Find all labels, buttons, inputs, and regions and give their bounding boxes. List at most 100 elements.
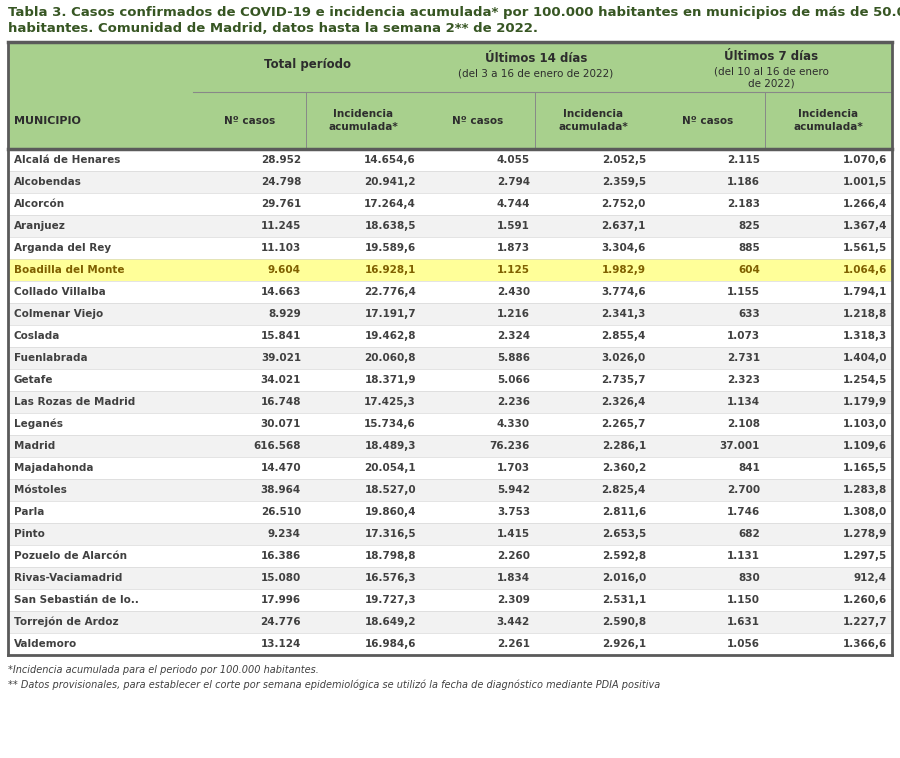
Text: Coslada: Coslada	[14, 331, 60, 341]
Text: 3.442: 3.442	[497, 617, 530, 627]
Text: 2.592,8: 2.592,8	[602, 551, 646, 561]
Text: 3.753: 3.753	[497, 507, 530, 517]
Text: Collado Villalba: Collado Villalba	[14, 287, 106, 297]
Text: 2.752,0: 2.752,0	[601, 199, 646, 209]
Text: 2.183: 2.183	[727, 199, 760, 209]
Text: 1.703: 1.703	[497, 463, 530, 473]
Text: 2.265,7: 2.265,7	[601, 419, 646, 429]
Text: Últimos 14 días: Últimos 14 días	[485, 52, 587, 65]
Text: 1.266,4: 1.266,4	[842, 199, 887, 209]
Text: 2.236: 2.236	[497, 397, 530, 407]
Text: Leganés: Leganés	[14, 418, 63, 429]
Text: 841: 841	[738, 463, 760, 473]
Text: Nº casos: Nº casos	[682, 115, 734, 126]
Text: 1.001,5: 1.001,5	[842, 177, 887, 187]
Text: Fuenlabrada: Fuenlabrada	[14, 353, 87, 363]
Text: 28.952: 28.952	[261, 155, 301, 165]
Text: 1.561,5: 1.561,5	[842, 243, 887, 253]
Text: 2.700: 2.700	[727, 485, 760, 495]
Text: 2.926,1: 2.926,1	[602, 639, 646, 649]
Bar	[8, 589, 892, 611]
Text: 14.663: 14.663	[261, 287, 301, 297]
Text: 633: 633	[738, 309, 760, 319]
Text: 16.748: 16.748	[260, 397, 301, 407]
Text: 1.746: 1.746	[727, 507, 760, 517]
Text: 24.776: 24.776	[260, 617, 301, 627]
Text: 18.649,2: 18.649,2	[364, 617, 416, 627]
Text: Móstoles: Móstoles	[14, 485, 67, 495]
Text: 2.115: 2.115	[727, 155, 760, 165]
Text: de 2022): de 2022)	[748, 78, 795, 88]
Text: 2.359,5: 2.359,5	[602, 177, 646, 187]
Text: 2.108: 2.108	[727, 419, 760, 429]
Text: Parla: Parla	[14, 507, 44, 517]
Text: 1.404,0: 1.404,0	[842, 353, 887, 363]
Text: Alcalá de Henares: Alcalá de Henares	[14, 155, 121, 165]
Text: 1.109,6: 1.109,6	[843, 441, 887, 451]
Text: 2.052,5: 2.052,5	[602, 155, 646, 165]
Text: 3.026,0: 3.026,0	[602, 353, 646, 363]
Text: 11.245: 11.245	[261, 221, 301, 231]
Text: 16.928,1: 16.928,1	[364, 265, 416, 275]
Text: ** Datos provisionales, para establecer el corte por semana epidemiológica se ut: ** Datos provisionales, para establecer …	[8, 679, 661, 690]
Text: 13.124: 13.124	[261, 639, 301, 649]
Text: Colmenar Viejo: Colmenar Viejo	[14, 309, 104, 319]
Text: 14.654,6: 14.654,6	[364, 155, 416, 165]
Text: 30.071: 30.071	[261, 419, 301, 429]
Text: 5.066: 5.066	[497, 375, 530, 385]
Text: 1.073: 1.073	[727, 331, 760, 341]
Text: 1.131: 1.131	[727, 551, 760, 561]
Bar	[8, 457, 892, 479]
Text: (del 3 a 16 de enero de 2022): (del 3 a 16 de enero de 2022)	[458, 68, 614, 78]
Bar	[8, 435, 892, 457]
Text: 1.064,6: 1.064,6	[842, 265, 887, 275]
Text: 20.941,2: 20.941,2	[364, 177, 416, 187]
Text: 825: 825	[738, 221, 760, 231]
Text: Rivas-Vaciamadrid: Rivas-Vaciamadrid	[14, 573, 122, 583]
Text: 22.776,4: 22.776,4	[364, 287, 416, 297]
Text: 2.360,2: 2.360,2	[602, 463, 646, 473]
Text: 2.324: 2.324	[497, 331, 530, 341]
Bar	[8, 611, 892, 633]
Text: 4.055: 4.055	[497, 155, 530, 165]
Bar	[8, 413, 892, 435]
Bar	[8, 193, 892, 215]
Text: 2.731: 2.731	[727, 353, 760, 363]
Text: 34.021: 34.021	[261, 375, 301, 385]
Bar	[8, 501, 892, 523]
Text: Tabla 3. Casos confirmados de COVID-19 e incidencia acumulada* por 100.000 habit: Tabla 3. Casos confirmados de COVID-19 e…	[8, 6, 900, 19]
Text: Arganda del Rey: Arganda del Rey	[14, 243, 111, 253]
Bar	[8, 391, 892, 413]
Text: 1.367,4: 1.367,4	[842, 221, 887, 231]
Text: 616.568: 616.568	[254, 441, 301, 451]
Text: 18.371,9: 18.371,9	[364, 375, 416, 385]
Text: 38.964: 38.964	[261, 485, 301, 495]
Bar	[8, 149, 892, 171]
Text: 1.218,8: 1.218,8	[842, 309, 887, 319]
Bar	[8, 347, 892, 369]
Text: 39.021: 39.021	[261, 353, 301, 363]
Text: 1.179,9: 1.179,9	[843, 397, 887, 407]
Text: 1.186: 1.186	[727, 177, 760, 187]
Text: 19.589,6: 19.589,6	[364, 243, 416, 253]
Text: 26.510: 26.510	[261, 507, 301, 517]
Text: 14.470: 14.470	[260, 463, 301, 473]
Text: 19.860,4: 19.860,4	[364, 507, 416, 517]
Text: 20.060,8: 20.060,8	[364, 353, 416, 363]
Text: 1.631: 1.631	[727, 617, 760, 627]
Text: (del 10 al 16 de enero: (del 10 al 16 de enero	[714, 66, 829, 76]
Text: 1.150: 1.150	[727, 595, 760, 605]
Text: Aranjuez: Aranjuez	[14, 221, 66, 231]
Text: 2.794: 2.794	[497, 177, 530, 187]
Bar	[8, 259, 892, 281]
Text: 1.227,7: 1.227,7	[842, 617, 887, 627]
Text: Madrid: Madrid	[14, 441, 55, 451]
Text: 2.341,3: 2.341,3	[601, 309, 646, 319]
Text: 9.234: 9.234	[268, 529, 301, 539]
Text: 2.309: 2.309	[497, 595, 530, 605]
Bar	[8, 42, 892, 149]
Text: 4.744: 4.744	[497, 199, 530, 209]
Text: 20.054,1: 20.054,1	[364, 463, 416, 473]
Text: 18.798,8: 18.798,8	[364, 551, 416, 561]
Bar	[8, 215, 892, 237]
